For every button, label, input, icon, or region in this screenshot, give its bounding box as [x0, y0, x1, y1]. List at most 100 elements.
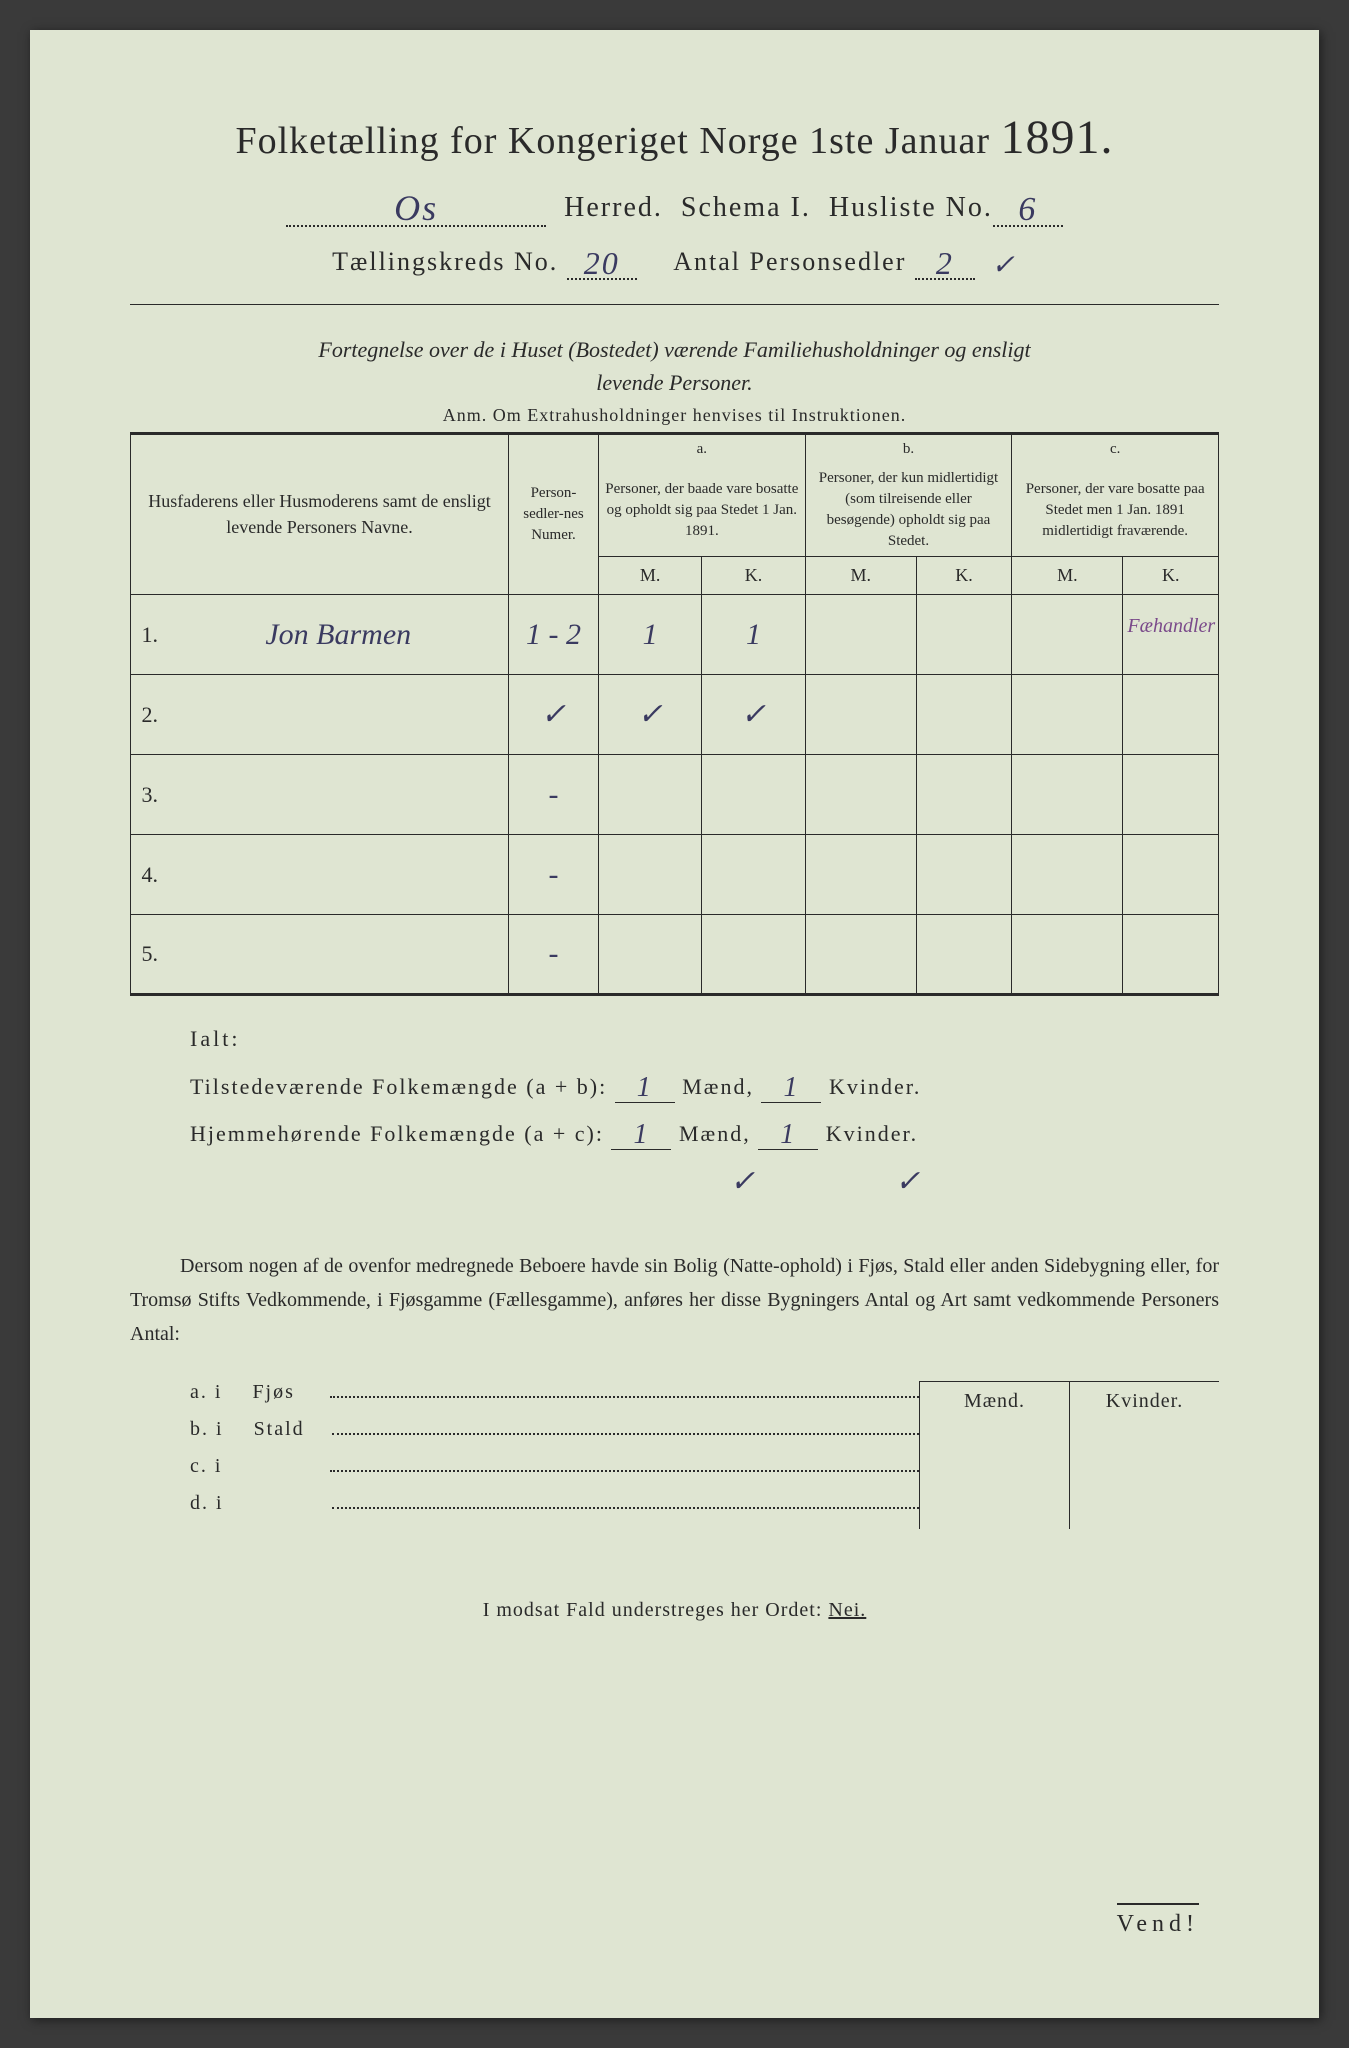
antal-field: 2 — [915, 241, 975, 280]
row-b-m — [805, 755, 916, 835]
lodging-list: a. iFjøsb. iStaldc. id. i — [130, 1381, 919, 1529]
col-header-names: Husfaderens eller Husmoderens samt de en… — [131, 434, 509, 595]
row-b-k — [916, 915, 1012, 995]
row-a-k — [702, 755, 805, 835]
nei-word: Nei. — [828, 1599, 866, 1621]
lodging-row-text: Fjøs — [252, 1381, 322, 1404]
lodging-row-dots — [332, 1421, 919, 1435]
col-header-a: Personer, der baade vare bosatte og opho… — [599, 464, 806, 557]
header-row-herred: Os Herred. Schema I. Husliste No. 6 — [130, 183, 1219, 227]
lodging-row: a. i Fjøs — [190, 1381, 919, 1404]
main-title: Folketælling for Kongeriget Norge 1ste J… — [130, 110, 1219, 165]
col-c-m: M. — [1012, 557, 1123, 595]
lodging-paragraph: Dersom nogen af de ovenfor medregnede Be… — [130, 1249, 1219, 1351]
census-form-page: Folketælling for Kongeriget Norge 1ste J… — [30, 30, 1319, 2018]
kreds-field: 20 — [567, 241, 637, 280]
row-c-k: Fæhandler — [1123, 595, 1219, 675]
row-c-m — [1012, 755, 1123, 835]
lodging-block: a. iFjøsb. iStaldc. id. i Mænd. Kvinder. — [130, 1381, 1219, 1529]
subtitle: Fortegnelse over de i Huset (Bostedet) v… — [130, 333, 1219, 399]
row-b-k — [916, 755, 1012, 835]
present-men-field: 1 — [615, 1070, 675, 1103]
header-row-kreds: Tællingskreds No. 20 Antal Personsedler … — [130, 241, 1219, 280]
lodging-row-letter: a. i — [190, 1381, 222, 1404]
col-c-k: K. — [1123, 557, 1219, 595]
resident-men-field: 1 — [611, 1117, 671, 1150]
row-a-k — [702, 915, 805, 995]
row-name — [169, 915, 509, 995]
lodging-women-header: Kvinder. — [1069, 1381, 1219, 1529]
totals-block: Ialt: Tilstedeværende Folkemængde (a + b… — [130, 1026, 1219, 1199]
row-b-k — [916, 675, 1012, 755]
kreds-label: Tællingskreds No. — [332, 247, 558, 276]
lodging-men-header: Mænd. — [920, 1381, 1069, 1529]
divider — [130, 304, 1219, 305]
row-b-k — [916, 835, 1012, 915]
row-a-m — [599, 915, 702, 995]
row-b-m — [805, 675, 916, 755]
kreds-value: 20 — [584, 245, 620, 281]
subtitle-line2: levende Personer. — [596, 370, 752, 395]
lodging-row-letter: b. i — [190, 1418, 224, 1441]
row-name — [169, 755, 509, 835]
row-numer: 1 - 2 — [509, 595, 599, 675]
lodging-side-headers: Mænd. Kvinder. — [919, 1381, 1219, 1529]
col-header-numer: Person-sedler-nes Numer. — [509, 434, 599, 595]
anm-note: Anm. Om Extrahusholdninger henvises til … — [130, 405, 1219, 426]
col-b-k: K. — [916, 557, 1012, 595]
row-c-m — [1012, 595, 1123, 675]
lodging-row-letter: c. i — [190, 1455, 222, 1478]
row-c-k — [1123, 755, 1219, 835]
husliste-value: 6 — [1018, 191, 1037, 228]
table-body: 1.Jon Barmen1 - 211Fæhandler2.✓✓✓3.-4.-5… — [131, 595, 1219, 995]
antal-label: Antal Personsedler — [673, 247, 906, 276]
total-present: Tilstedeværende Folkemængde (a + b): 1 M… — [190, 1070, 1219, 1103]
row-c-m — [1012, 915, 1123, 995]
title-year: 1891. — [1001, 111, 1114, 164]
husliste-label: Husliste No. — [829, 192, 993, 224]
lodging-row: d. i — [190, 1492, 919, 1515]
lodging-row-dots — [330, 1384, 919, 1398]
title-text: Folketælling for Kongeriget Norge 1ste J… — [235, 120, 990, 162]
table-row: 2.✓✓✓ — [131, 675, 1219, 755]
row-a-k — [702, 835, 805, 915]
antal-value: 2 — [936, 245, 954, 281]
total-resident: Hjemmehørende Folkemængde (a + c): 1 Mæn… — [190, 1117, 1219, 1150]
row-number: 2. — [131, 675, 169, 755]
col-a-k: K. — [702, 557, 805, 595]
row-c-m — [1012, 835, 1123, 915]
row-a-k: 1 — [702, 595, 805, 675]
row-a-m — [599, 755, 702, 835]
row-numer: ✓ — [509, 675, 599, 755]
row-name — [169, 675, 509, 755]
row-a-m: 1 — [599, 595, 702, 675]
herred-field: Os — [286, 183, 546, 227]
totals-checks: ✓✓ — [190, 1164, 1219, 1199]
row-a-k: ✓ — [702, 675, 805, 755]
table-row: 4.- — [131, 835, 1219, 915]
row-c-k — [1123, 915, 1219, 995]
row-number: 3. — [131, 755, 169, 835]
household-table: Husfaderens eller Husmoderens samt de en… — [130, 432, 1219, 996]
vend-label: Vend! — [1117, 1903, 1199, 1938]
lodging-row-letter: d. i — [190, 1492, 224, 1515]
row-numer: - — [509, 915, 599, 995]
table-row: 1.Jon Barmen1 - 211Fæhandler — [131, 595, 1219, 675]
col-header-c: Personer, der vare bosatte paa Stedet me… — [1012, 464, 1219, 557]
lodging-row-dots — [330, 1458, 919, 1472]
margin-note: Fæhandler — [1127, 615, 1215, 638]
col-header-c-top: c. — [1012, 434, 1219, 465]
lodging-row: c. i — [190, 1455, 919, 1478]
row-numer: - — [509, 755, 599, 835]
row-b-m — [805, 915, 916, 995]
row-c-k — [1123, 835, 1219, 915]
row-b-m — [805, 835, 916, 915]
row-name — [169, 835, 509, 915]
row-b-k — [916, 595, 1012, 675]
col-header-b-top: b. — [805, 434, 1012, 465]
row-number: 5. — [131, 915, 169, 995]
husliste-field: 6 — [993, 187, 1063, 227]
schema-label: Schema I. — [681, 192, 811, 224]
table-row: 3. - — [131, 755, 1219, 835]
ialt-label: Ialt: — [190, 1026, 1219, 1052]
